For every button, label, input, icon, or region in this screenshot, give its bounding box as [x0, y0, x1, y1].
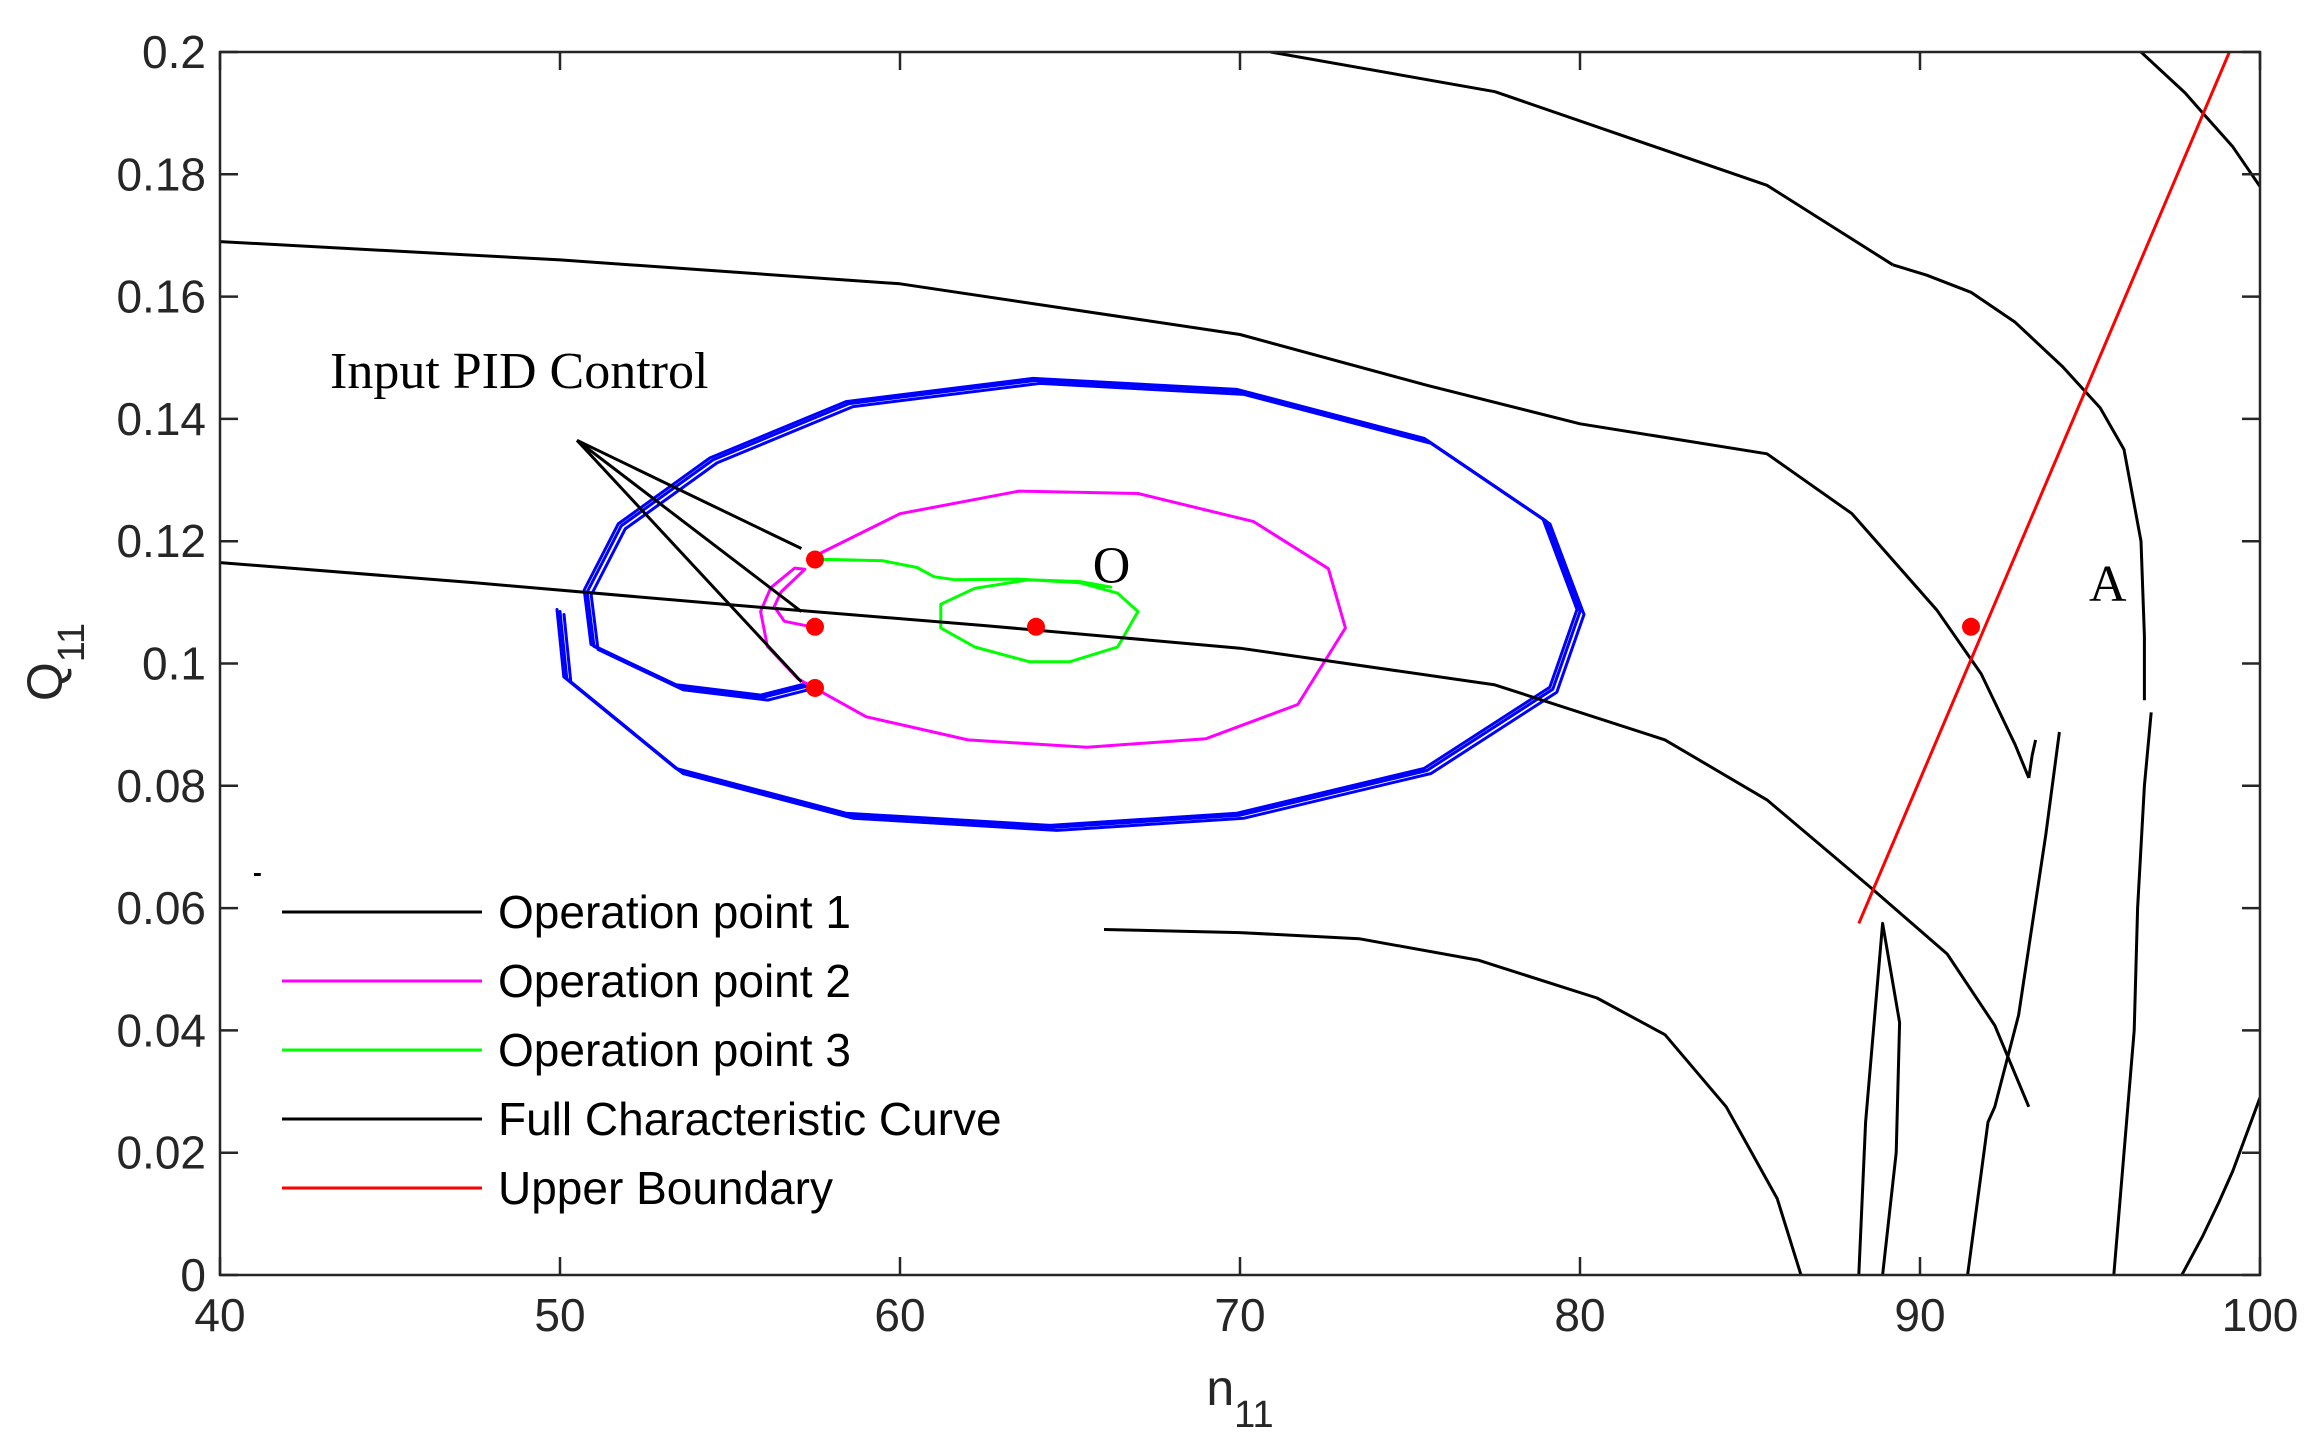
series-1-trajectory-loop-2 [555, 376, 1579, 827]
pid-pointer-line-1 [576, 438, 803, 550]
y-tick-label: 0.16 [116, 271, 206, 323]
x-tick-label: 40 [194, 1289, 245, 1341]
operating-point-1 [806, 550, 824, 569]
characteristic-curve-12 [2139, 52, 2260, 188]
legend-label-3: Operation point 3 [498, 1024, 851, 1076]
characteristic-curve-3 [2027, 739, 2038, 779]
characteristic-curve-1 [220, 561, 2031, 1108]
x-tick-label: 70 [1214, 1289, 1265, 1341]
upper-boundary-line [1857, 52, 2231, 924]
y-tick-label: 0.2 [142, 26, 206, 78]
y-tick-label: 0.1 [142, 638, 206, 690]
annotation-layer: Input PID Control O A [330, 343, 2127, 683]
pid-pointer-line-3 [575, 439, 803, 683]
y-axis: 0 0.02 0.04 0.06 0.08 0.1 0.12 0.14 0.16 0.18 0.2 [116, 26, 2260, 1301]
y-tick-label: 0.02 [116, 1127, 206, 1179]
legend-label-1: Operation point 1 [498, 886, 851, 938]
characteristic-curve-9 [1966, 731, 2061, 1275]
legend: Operation point 1 Operation point 2 Operat… [282, 886, 1002, 1214]
legend-label-2: Operation point 2 [498, 955, 851, 1007]
operating-point-3 [806, 678, 824, 697]
point-a-label: A [2089, 556, 2127, 613]
x-tick-label: 60 [874, 1289, 925, 1341]
plot-area: Input PID Control O A Operation point 1O… [17, 26, 2298, 1436]
point-o-label: O [1093, 537, 1131, 594]
series-2-trajectory [759, 489, 1347, 749]
operating-point-4 [1027, 617, 1045, 636]
legend-label-4: Full Characteristic Curve [498, 1093, 1002, 1145]
legend-label-5: Upper Boundary [498, 1162, 833, 1214]
series-1-trajectory-loop-1 [562, 381, 1586, 832]
operating-point-2 [806, 617, 824, 636]
y-tick-label: 0.06 [116, 882, 206, 934]
series-3-trajectory [813, 558, 1140, 664]
y-axis-label: Q11 [17, 623, 93, 701]
y-tick-label: 0.18 [116, 148, 206, 200]
x-tick-label: 50 [534, 1289, 585, 1341]
x-axis: 40 50 60 70 80 90 100 [194, 52, 2298, 1341]
y-tick-label: 0.04 [116, 1004, 206, 1056]
characteristic-curve-6 [1892, 263, 2146, 701]
series-layer [220, 52, 2260, 1275]
characteristic-curve-8 [1857, 921, 1902, 1275]
x-tick-label: 90 [1894, 1289, 1945, 1341]
characteristic-curve-7 [1103, 928, 1803, 1275]
operating-point-5 [1962, 617, 1980, 636]
y-tick-label: 0.12 [116, 515, 206, 567]
operating-points [806, 550, 1980, 697]
x-tick-label: 80 [1554, 1289, 1605, 1341]
y-tick-label: 0 [180, 1249, 206, 1301]
characteristic-curve-11 [2180, 1097, 2260, 1275]
characteristic-curve-10 [2112, 712, 2153, 1275]
characteristic-curve-5 [1270, 52, 1894, 267]
pid-annotation: Input PID Control [330, 343, 708, 400]
y-tick-label: 0.08 [116, 760, 206, 812]
plot-background [220, 52, 2260, 1275]
x-axis-label: n11 [1206, 1360, 1273, 1436]
x-tick-label: 100 [2222, 1289, 2299, 1341]
pid-pointer-line-2 [576, 439, 803, 613]
characteristic-curve-2 [220, 240, 2031, 779]
y-tick-label: 0.14 [116, 393, 206, 445]
